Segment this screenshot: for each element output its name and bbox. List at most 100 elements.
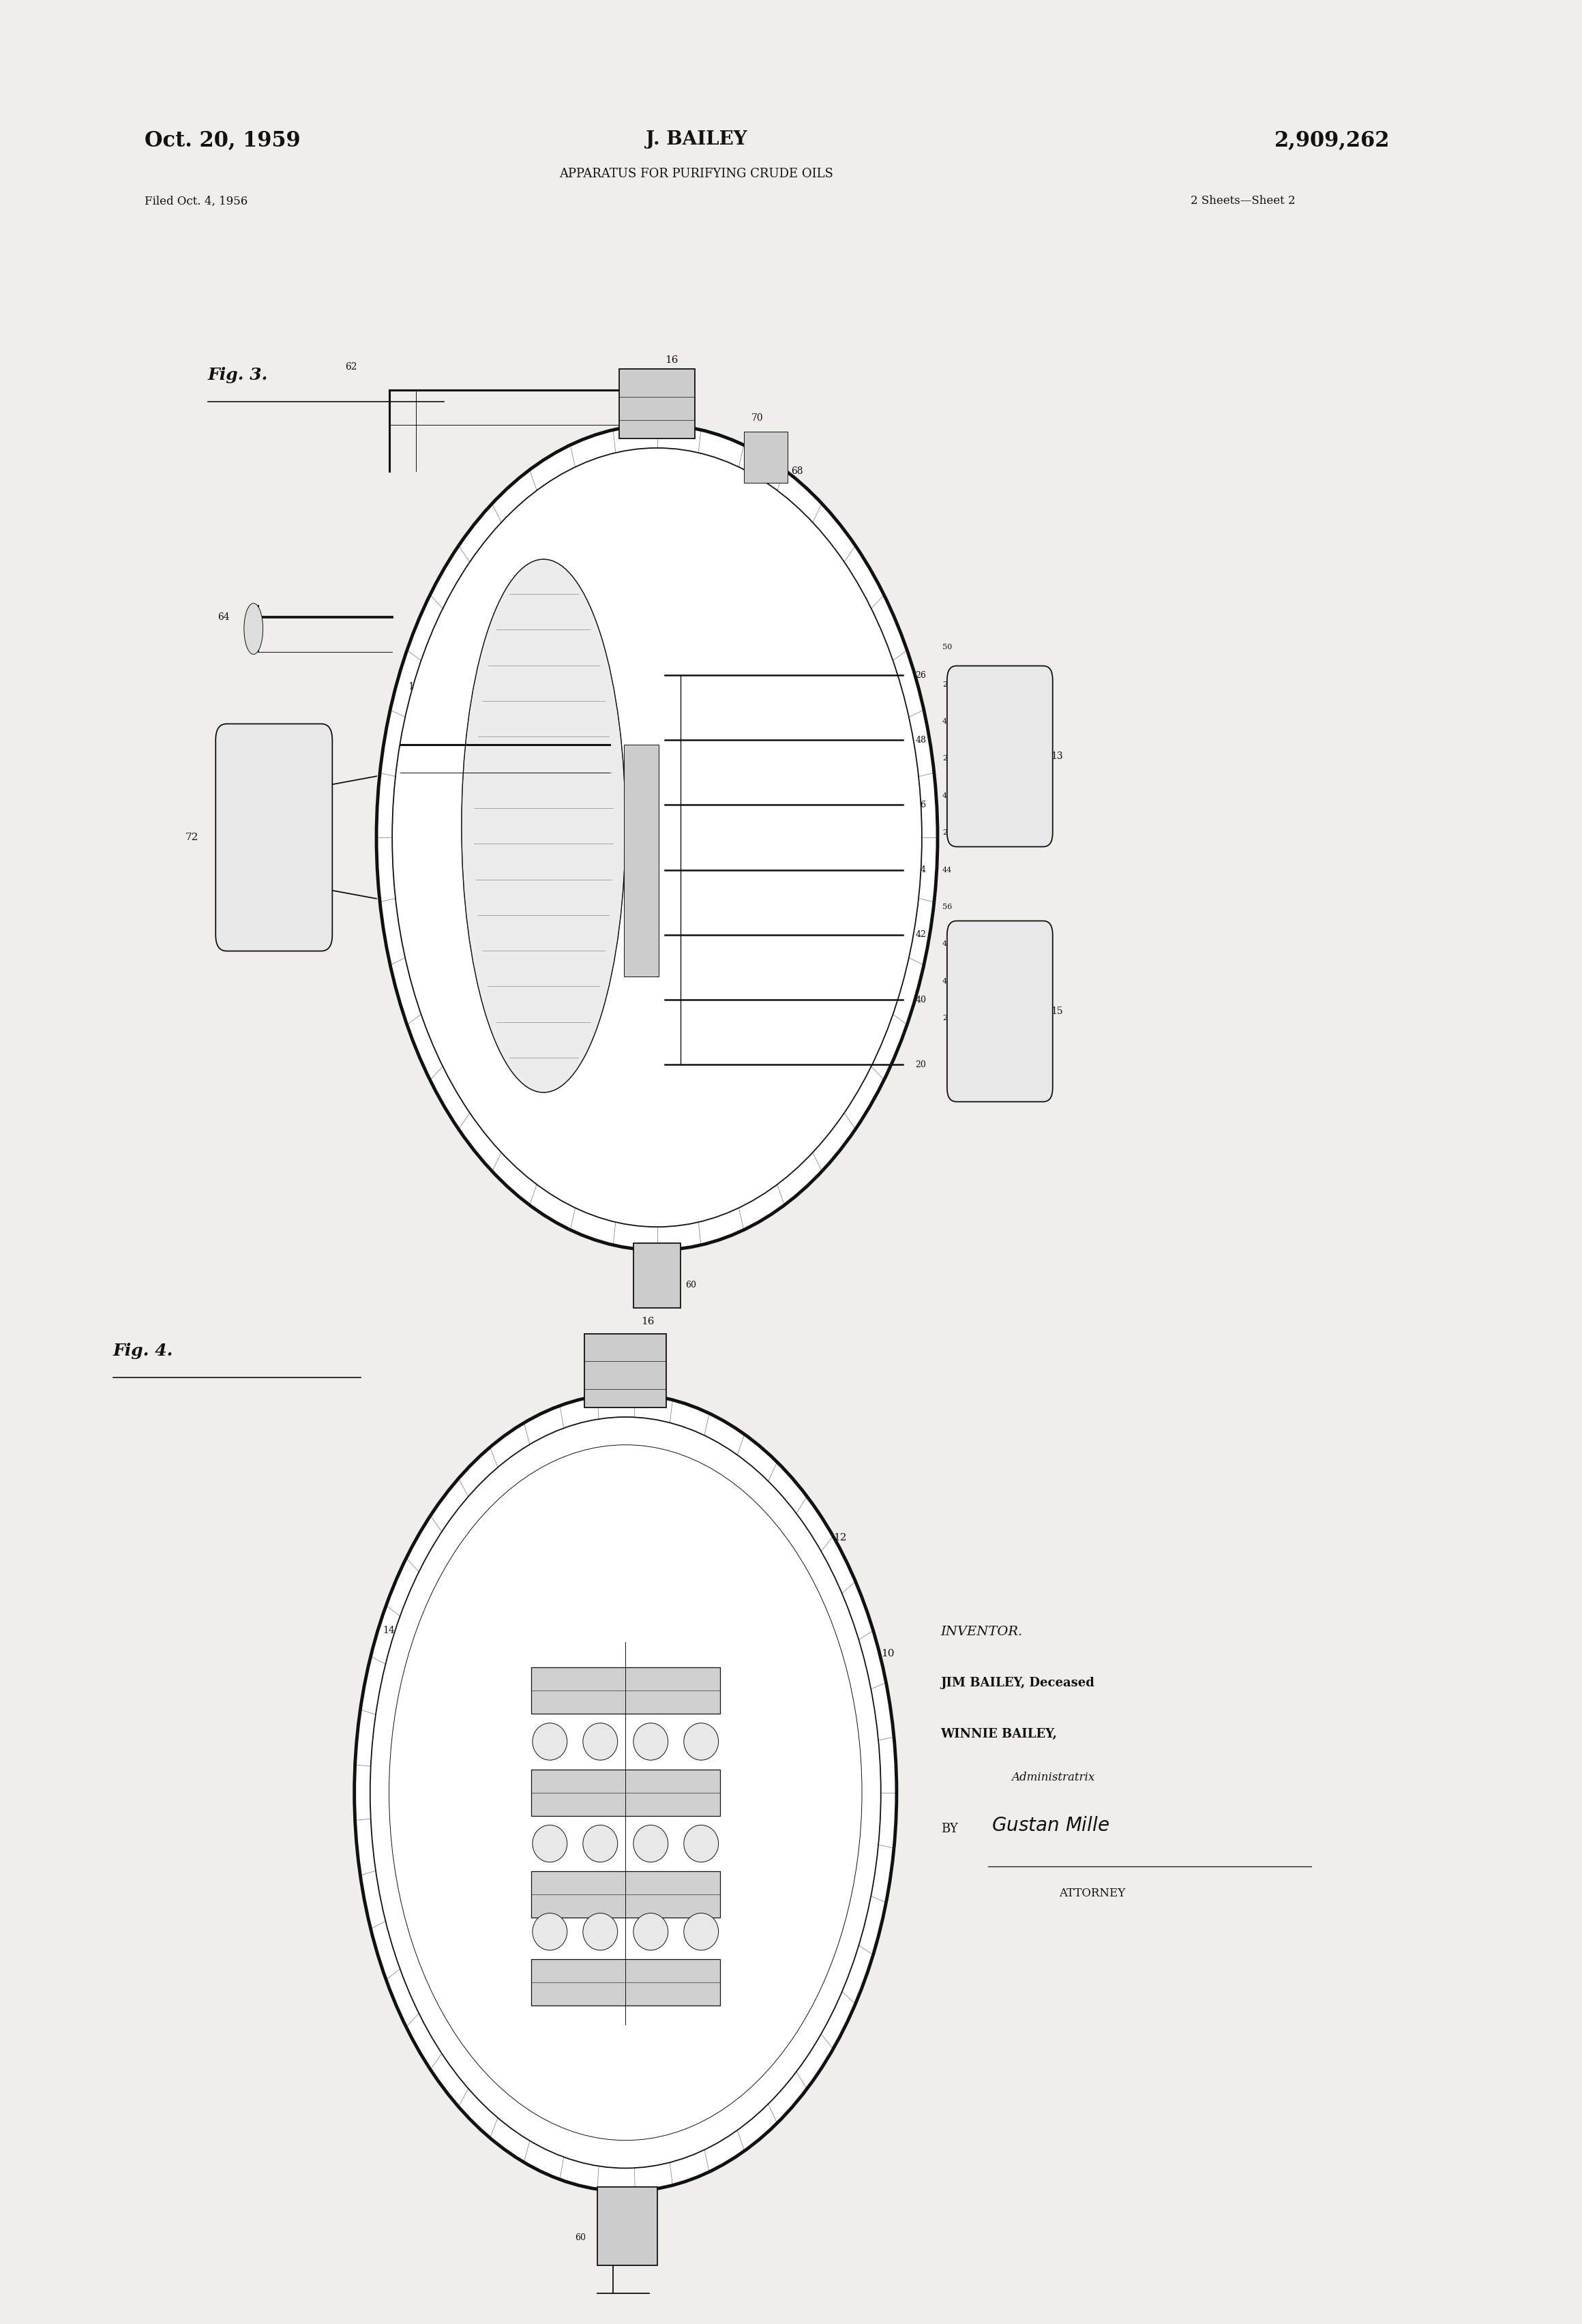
Text: 38: 38: [571, 1020, 581, 1030]
Text: 2,909,262: 2,909,262: [1275, 130, 1391, 151]
Circle shape: [392, 449, 922, 1227]
Text: 56: 56: [593, 964, 604, 971]
Text: 38: 38: [744, 1964, 753, 1971]
Text: 40: 40: [943, 978, 952, 985]
Bar: [619, 370, 694, 439]
FancyBboxPatch shape: [215, 723, 332, 951]
Text: 15: 15: [1050, 1006, 1063, 1016]
Text: 30: 30: [744, 1866, 753, 1873]
Ellipse shape: [633, 1913, 668, 1950]
Bar: [596, 2187, 657, 2266]
Text: 58: 58: [647, 1929, 655, 1934]
Text: 26: 26: [916, 672, 927, 679]
Text: Fig. 3.: Fig. 3.: [207, 367, 267, 383]
Text: 58: 58: [596, 1841, 604, 1845]
Text: 26: 26: [943, 681, 952, 688]
Text: 44: 44: [916, 865, 927, 874]
Text: 20: 20: [943, 1016, 952, 1023]
Text: 64: 64: [218, 614, 229, 623]
Bar: [532, 1871, 720, 1917]
Text: 22: 22: [943, 830, 952, 837]
Ellipse shape: [462, 560, 625, 1092]
Bar: [633, 1243, 680, 1308]
Text: 13: 13: [1050, 751, 1063, 760]
Text: 52: 52: [577, 1181, 589, 1190]
Text: 56: 56: [943, 904, 952, 911]
Ellipse shape: [244, 604, 263, 655]
Text: 68: 68: [577, 948, 589, 957]
Bar: [532, 1959, 720, 2006]
Text: 58: 58: [546, 1738, 554, 1745]
Text: 12: 12: [834, 1534, 846, 1543]
Text: ATTORNEY: ATTORNEY: [1058, 1887, 1125, 1899]
Ellipse shape: [582, 1913, 617, 1950]
Text: 58: 58: [698, 1841, 706, 1845]
Text: 50: 50: [744, 1638, 753, 1645]
Text: 62: 62: [345, 363, 358, 372]
Ellipse shape: [683, 1824, 718, 1862]
Text: 44: 44: [744, 1736, 753, 1743]
Bar: [744, 432, 788, 483]
Text: BY: BY: [941, 1822, 957, 1836]
Text: 42: 42: [943, 941, 952, 948]
Text: 58: 58: [698, 1738, 706, 1745]
Text: 40: 40: [744, 1899, 753, 1906]
Text: 46: 46: [916, 799, 927, 809]
Text: 46: 46: [744, 1769, 753, 1776]
Text: 60: 60: [685, 1281, 696, 1290]
Bar: [532, 1666, 720, 1713]
Text: 16: 16: [664, 356, 679, 365]
Text: 20: 20: [916, 1060, 927, 1069]
Text: 54: 54: [563, 2122, 573, 2131]
Ellipse shape: [633, 1722, 668, 1759]
Text: Oct. 20, 1959: Oct. 20, 1959: [144, 130, 301, 151]
Circle shape: [377, 425, 938, 1250]
Text: WINNIE BAILEY,: WINNIE BAILEY,: [941, 1727, 1057, 1741]
Text: 14: 14: [383, 1624, 395, 1636]
Text: 42: 42: [744, 1834, 753, 1841]
Text: 48: 48: [943, 718, 952, 725]
Text: Administratrix: Administratrix: [1011, 1771, 1095, 1783]
Text: 28: 28: [744, 1931, 753, 1938]
Ellipse shape: [533, 1722, 568, 1759]
Ellipse shape: [582, 1722, 617, 1759]
Text: 18: 18: [571, 1071, 581, 1081]
Ellipse shape: [683, 1722, 718, 1759]
Text: 66: 66: [577, 765, 589, 772]
Ellipse shape: [533, 1913, 568, 1950]
Text: 46: 46: [943, 792, 952, 799]
Text: 48: 48: [916, 737, 927, 744]
Text: 72: 72: [185, 832, 198, 841]
Text: 34: 34: [744, 1671, 753, 1678]
Text: 58: 58: [698, 1929, 706, 1934]
Text: INVENTOR.: INVENTOR.: [941, 1627, 1022, 1638]
Bar: [532, 1769, 720, 1815]
Text: 40: 40: [916, 995, 927, 1004]
Text: Filed Oct. 4, 1956: Filed Oct. 4, 1956: [144, 195, 248, 207]
Text: 70: 70: [751, 414, 764, 423]
Text: J. BAILEY: J. BAILEY: [645, 130, 747, 149]
Text: 14: 14: [408, 681, 421, 693]
Text: 58: 58: [647, 1841, 655, 1845]
Text: Fig. 4.: Fig. 4.: [114, 1343, 174, 1360]
Text: 58: 58: [596, 1738, 604, 1745]
Text: 2 Sheets—Sheet 2: 2 Sheets—Sheet 2: [1191, 195, 1296, 207]
Text: 58: 58: [596, 1929, 604, 1934]
Text: 50: 50: [943, 644, 952, 651]
Text: 44: 44: [943, 867, 952, 874]
Text: 16: 16: [641, 1318, 655, 1327]
Text: 68: 68: [791, 467, 804, 476]
Text: 58: 58: [546, 1929, 554, 1934]
Text: 36: 36: [633, 2089, 644, 2099]
Text: 48: 48: [744, 1703, 753, 1710]
Bar: [584, 1334, 666, 1408]
Ellipse shape: [633, 1824, 668, 1862]
Text: 32: 32: [744, 1801, 753, 1808]
Text: 58: 58: [647, 1738, 655, 1745]
Ellipse shape: [683, 1913, 718, 1950]
Text: 56: 56: [593, 834, 604, 841]
Circle shape: [354, 1394, 897, 2192]
Text: 42: 42: [916, 930, 927, 939]
Circle shape: [370, 1418, 881, 2168]
Text: 60: 60: [574, 2233, 585, 2243]
